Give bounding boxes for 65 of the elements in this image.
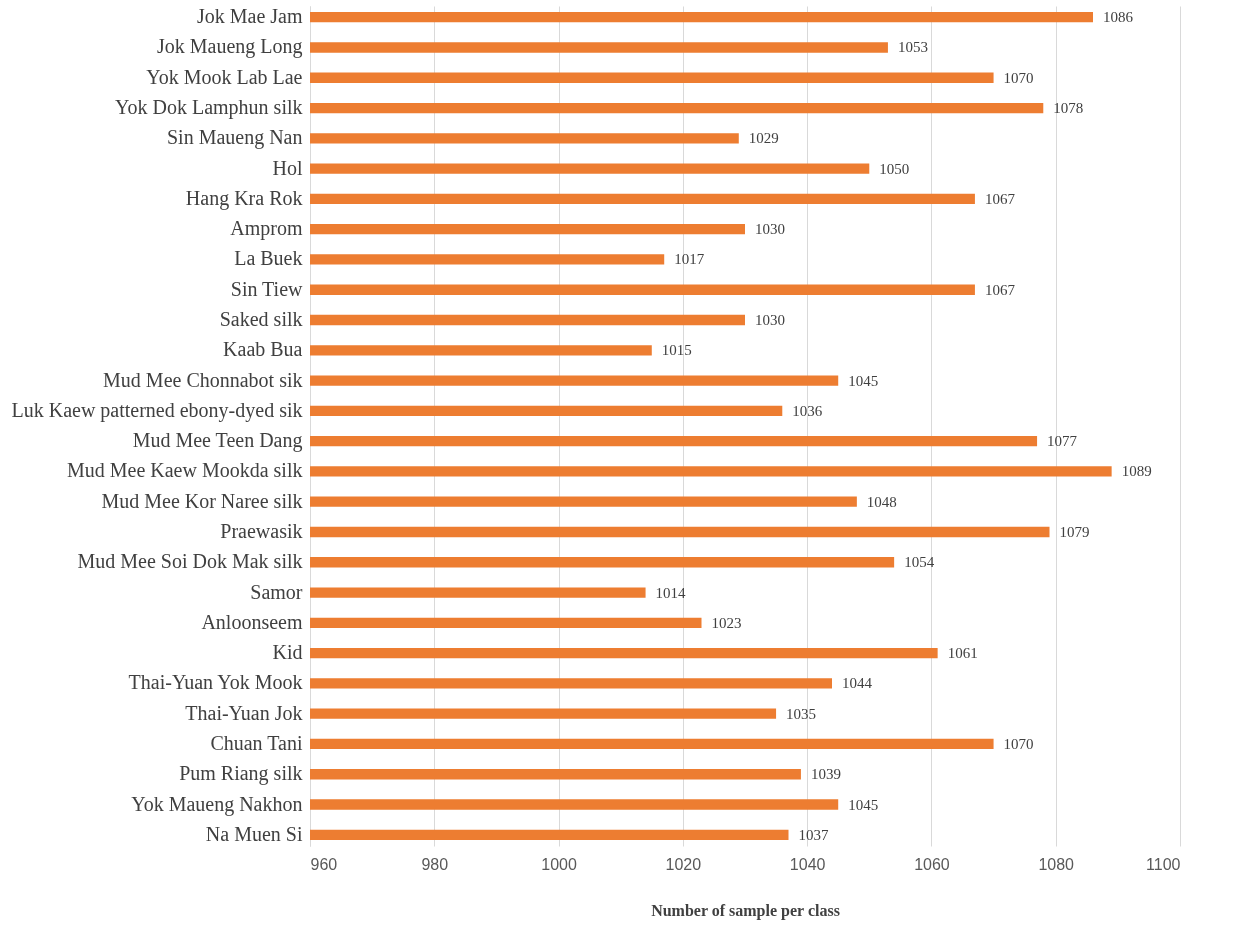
data-label: 1054 <box>904 554 935 571</box>
data-label: 1039 <box>810 766 841 783</box>
y-tick-label: Yok Dok Lamphun silk <box>115 96 303 120</box>
data-label: 1030 <box>755 312 785 329</box>
y-tick-label: Chuan Tani <box>210 731 303 754</box>
y-tick-label: Pum Riang silk <box>179 762 303 786</box>
data-label: 1036 <box>792 402 823 419</box>
data-label: 1045 <box>848 372 879 389</box>
data-label: 1045 <box>848 796 879 813</box>
data-label: 1015 <box>661 342 692 359</box>
y-tick-label: Mud Mee Kor Naree silk <box>101 489 303 512</box>
y-tick-label: Sin Maueng Nan <box>166 126 303 150</box>
y-tick-label: Praewasik <box>220 519 303 542</box>
data-label: 1078 <box>1053 100 1084 117</box>
data-label: 1070 <box>1003 69 1034 86</box>
data-label: 1053 <box>897 39 928 56</box>
data-label: 1023 <box>711 614 742 631</box>
y-tick-label: Jok Mae Jam <box>196 5 303 28</box>
data-label: 1030 <box>755 221 785 238</box>
y-tick-label: Hol <box>272 156 303 179</box>
y-tick-label: Jok Maueng Long <box>156 35 303 59</box>
data-label: 1089 <box>1121 463 1152 480</box>
x-tick-label: 1060 <box>914 855 950 873</box>
data-label: 1067 <box>984 190 1016 207</box>
data-label: 1048 <box>866 493 897 510</box>
y-tick-label: Thai-Yuan Jok <box>185 701 303 724</box>
y-tick-label: Mud Mee Soi Dok Mak silk <box>77 550 303 573</box>
y-tick-label: Na Muen Si <box>205 822 303 845</box>
y-tick-label: Yok Mook Lab Lae <box>146 65 303 88</box>
y-tick-label: Mud Mee Teen Dang <box>132 429 303 453</box>
data-label: 1077 <box>1047 433 1078 450</box>
data-label: 1014 <box>655 584 687 601</box>
y-tick-label: Luk Kaew patterned ebony-dyed sik <box>11 398 303 422</box>
x-tick-label: 980 <box>421 855 449 873</box>
x-tick-label: 1080 <box>1038 855 1075 873</box>
y-tick-label: Sin Tiew <box>230 277 304 300</box>
data-label: 1079 <box>1059 523 1090 540</box>
data-label: 1067 <box>984 281 1016 298</box>
data-label: 1070 <box>1003 735 1034 752</box>
y-tick-label: Anloonseem <box>201 610 303 633</box>
data-label: 1017 <box>674 251 705 268</box>
y-tick-label: La Buek <box>234 247 303 270</box>
y-tick-label: Samor <box>250 580 303 603</box>
x-tick-label: 960 <box>310 855 338 873</box>
y-tick-label: Hang Kra Rok <box>185 186 303 210</box>
y-tick-label: Thai-Yuan Yok Mook <box>128 671 303 694</box>
data-label: 1061 <box>947 645 978 662</box>
data-label: 1029 <box>748 130 779 147</box>
y-tick-label: Kid <box>272 641 303 664</box>
x-tick-label: 1020 <box>665 855 702 873</box>
x-tick-label: 1040 <box>789 855 826 873</box>
y-tick-label: Mud Mee Chonnabot sik <box>103 368 303 391</box>
y-tick-label: Yok Maueng Nakhon <box>131 792 303 816</box>
data-label: 1044 <box>842 675 873 692</box>
data-label: 1035 <box>786 705 817 722</box>
data-label: 1050 <box>879 160 910 177</box>
x-tick-label: 1000 <box>541 855 577 873</box>
y-tick-label: Mud Mee Kaew Mookda silk <box>66 459 303 482</box>
y-tick-label: Kaab Bua <box>223 338 303 361</box>
x-axis-title: Number of sample per class <box>651 901 840 920</box>
y-tick-label: Amprom <box>230 217 303 241</box>
y-tick-label: Saked silk <box>219 308 303 331</box>
data-label: 1037 <box>798 826 829 843</box>
data-label: 1086 <box>1103 9 1134 26</box>
x-tick-label: 1100 <box>1146 855 1181 873</box>
